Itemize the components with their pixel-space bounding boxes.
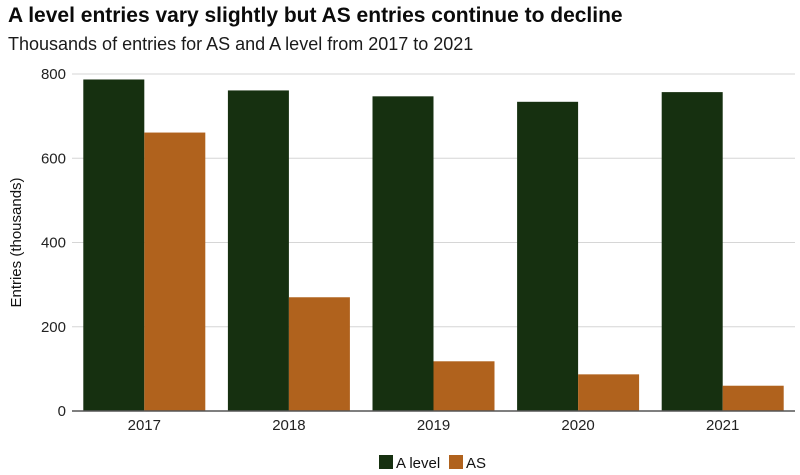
x-tick-label: 2019 <box>417 417 450 434</box>
legend-swatch <box>379 455 393 469</box>
y-tick-label: 800 <box>41 66 66 83</box>
bars <box>83 79 784 412</box>
x-axis-ticks: 2017 2018 2019 2020 2021 <box>128 417 740 434</box>
y-tick-label: 400 <box>41 235 66 252</box>
y-tick-label: 0 <box>58 403 66 420</box>
legend-swatch <box>449 455 463 469</box>
y-axis-ticks: 0 200 400 600 800 <box>41 66 66 420</box>
bar-as-2020 <box>578 374 640 411</box>
y-axis-label: Entries (thousands) <box>8 177 25 307</box>
bar-as-2017 <box>144 132 206 411</box>
legend-label: A level <box>396 455 440 472</box>
x-tick-label: 2017 <box>128 417 161 434</box>
x-tick-label: 2021 <box>706 417 739 434</box>
bar-as-2018 <box>288 297 350 411</box>
legend-label: AS <box>466 455 486 472</box>
bar-a-level-2021 <box>661 92 723 412</box>
bar-a-level-2020 <box>517 101 579 412</box>
legend: A level AS <box>379 455 486 472</box>
bar-a-level-2018 <box>227 90 289 412</box>
x-tick-label: 2020 <box>561 417 594 434</box>
y-tick-label: 600 <box>41 150 66 167</box>
bar-a-level-2017 <box>83 79 145 411</box>
bar-as-2021 <box>722 385 784 411</box>
chart-subtitle: Thousands of entries for AS and A level … <box>8 34 474 54</box>
bar-a-level-2019 <box>372 96 434 412</box>
chart-title: A level entries vary slightly but AS ent… <box>8 4 623 27</box>
x-tick-label: 2018 <box>272 417 305 434</box>
bar-as-2019 <box>433 361 495 411</box>
y-tick-label: 200 <box>41 319 66 336</box>
